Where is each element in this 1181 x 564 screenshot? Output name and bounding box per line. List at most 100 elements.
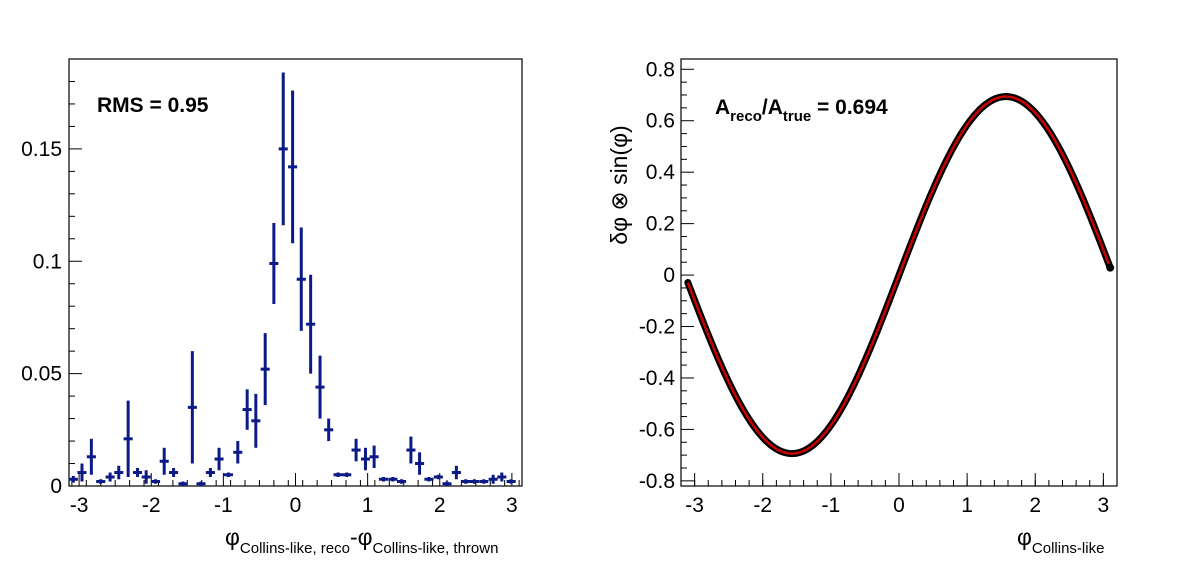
left-xlabel-sub2: Collins-like, thrown xyxy=(373,540,499,557)
data-point xyxy=(214,447,224,471)
data-point xyxy=(187,351,197,464)
series-line-red xyxy=(686,95,1112,455)
data-point xyxy=(196,481,206,486)
left-y-tick-label: 0.15 xyxy=(21,138,62,161)
data-point xyxy=(178,481,188,486)
right-y-axis: -0.8 -0.6 -0.4 -0.2 0 0.2 0.4 0.6 0.8 xyxy=(639,58,694,493)
right-x-tick-label: 0 xyxy=(893,494,905,517)
right-y-tick-label: 0.4 xyxy=(646,161,676,184)
right-x-tick-label: -3 xyxy=(685,494,704,517)
data-point xyxy=(278,72,288,226)
left-xlabel-sub1: Collins-like, reco xyxy=(240,540,350,557)
data-point xyxy=(342,472,352,478)
left-x-tick-label: -2 xyxy=(142,494,161,517)
left-x-tick-label: 1 xyxy=(362,494,374,517)
left-chart: -3 -2 -1 0 1 2 3 00.050.10.15 RMS = 0.95 φColl… xyxy=(21,58,523,557)
data-point xyxy=(151,479,161,484)
data-point xyxy=(132,468,143,478)
data-point xyxy=(396,479,407,484)
data-point xyxy=(433,474,443,480)
right-xlabel-sub: Collins-like xyxy=(1032,540,1105,557)
data-point xyxy=(233,441,243,464)
series-end-point xyxy=(1106,263,1115,272)
data-point xyxy=(451,465,461,480)
right-chart: -3 -2 -1 0 1 2 3 -0.8 -0.6 -0.4 -0.2 0 0.2 0.4 0.6 0.8… xyxy=(606,58,1118,557)
data-point xyxy=(406,436,416,464)
data-point xyxy=(306,274,316,374)
right-y-tick-label: 0.2 xyxy=(646,213,675,236)
data-point xyxy=(488,474,498,484)
right-y-tick-label: -0.4 xyxy=(639,367,676,390)
data-point xyxy=(369,445,379,469)
left-y-axis: 0 0.05 0.1 0.15 xyxy=(21,80,82,498)
data-point xyxy=(159,447,169,475)
right-y-tick-label: 0 xyxy=(663,264,675,287)
data-point xyxy=(141,470,151,484)
data-point xyxy=(360,447,371,471)
right-annotation-sub-true: true xyxy=(783,108,811,125)
right-x-label: φCollins-like xyxy=(1017,524,1104,557)
left-x-tick-label: 0 xyxy=(290,494,302,517)
data-point xyxy=(315,355,325,419)
data-point xyxy=(324,418,334,442)
left-y-tick-label: 0.1 xyxy=(33,250,62,273)
left-x-tick-label: 3 xyxy=(506,494,518,517)
data-point xyxy=(296,227,306,331)
right-x-tick-label: 2 xyxy=(1029,494,1041,517)
data-point xyxy=(77,463,87,482)
left-x-label: φCollins-like, reco-φCollins-like, throw… xyxy=(225,524,498,557)
right-annotation-sub-reco: reco xyxy=(730,108,762,125)
right-annotation-a: A xyxy=(715,96,730,119)
data-point xyxy=(479,479,489,484)
data-point xyxy=(86,438,96,475)
right-x-tick-label: -1 xyxy=(822,494,841,517)
right-annotation-slash: /A xyxy=(762,96,783,119)
right-xlabel-phi: φ xyxy=(1017,524,1032,550)
data-point xyxy=(333,472,343,478)
right-x-tick-label: 3 xyxy=(1098,494,1110,517)
right-annotation-value: = 0.694 xyxy=(811,96,888,119)
left-data-points xyxy=(68,72,516,486)
left-x-tick-label: 2 xyxy=(434,494,446,517)
right-y-tick-label: -0.8 xyxy=(639,470,675,493)
left-xlabel-phi2: -φ xyxy=(350,524,373,550)
data-point xyxy=(96,479,106,484)
data-point xyxy=(415,452,425,475)
left-y-tick-label: 0 xyxy=(50,475,62,498)
data-point xyxy=(469,479,479,484)
data-point xyxy=(461,479,471,484)
data-point xyxy=(378,477,389,482)
data-point xyxy=(251,393,261,448)
data-point xyxy=(424,477,434,482)
right-curves xyxy=(684,93,1115,458)
right-x-axis: -3 -2 -1 0 1 2 3 xyxy=(680,473,1118,517)
left-plot-frame xyxy=(68,58,523,487)
left-x-tick-label: -1 xyxy=(214,494,233,517)
data-point xyxy=(442,481,452,486)
right-x-tick-label: -2 xyxy=(753,494,772,517)
left-annotation: RMS = 0.95 xyxy=(97,94,209,117)
right-y-label: δφ ⊗ sin(φ) xyxy=(606,125,632,244)
left-y-tick-label: 0.05 xyxy=(21,363,62,386)
data-point xyxy=(105,472,115,482)
data-point xyxy=(506,479,516,484)
data-point xyxy=(223,472,233,478)
data-point xyxy=(497,472,507,482)
data-point xyxy=(68,475,78,483)
right-annotation: Areco/Atrue = 0.694 xyxy=(715,96,888,125)
data-point xyxy=(242,389,252,430)
data-point xyxy=(269,223,279,304)
right-y-tick-label: -0.2 xyxy=(639,316,675,339)
data-point xyxy=(123,400,133,478)
data-point xyxy=(388,477,398,482)
right-x-tick-label: 1 xyxy=(961,494,973,517)
right-y-tick-label: -0.6 xyxy=(639,418,675,441)
data-point xyxy=(169,468,179,478)
data-point xyxy=(205,468,215,478)
data-point xyxy=(288,90,298,244)
data-point xyxy=(260,333,270,406)
data-point xyxy=(351,438,361,462)
right-y-tick-label: 0.6 xyxy=(646,110,675,133)
left-x-axis: -3 -2 -1 0 1 2 3 xyxy=(70,473,520,517)
